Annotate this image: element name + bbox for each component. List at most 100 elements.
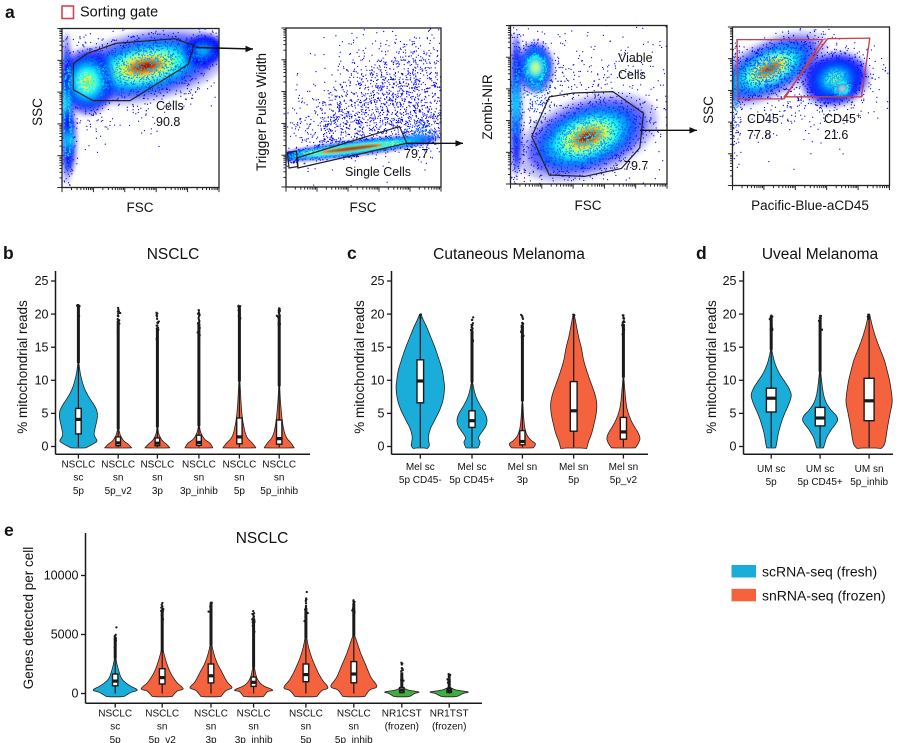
- svg-text:NSCLC: NSCLC: [61, 460, 95, 471]
- svg-text:Genes detected per cell: Genes detected per cell: [21, 547, 36, 690]
- svg-text:5: 5: [378, 407, 385, 421]
- svg-text:3p: 3p: [517, 475, 529, 486]
- svg-text:sn: sn: [206, 722, 217, 733]
- svg-text:Mel sn: Mel sn: [609, 462, 638, 473]
- svg-text:20: 20: [35, 307, 49, 321]
- svg-text:10: 10: [35, 374, 49, 388]
- svg-text:NSCLC: NSCLC: [262, 460, 296, 471]
- svg-text:NSCLC: NSCLC: [222, 460, 256, 471]
- svg-text:NSCLC: NSCLC: [237, 709, 271, 720]
- svg-text:Mel sn: Mel sn: [508, 462, 537, 473]
- svg-text:20: 20: [371, 307, 385, 321]
- svg-text:5: 5: [730, 407, 737, 421]
- svg-text:UM sc: UM sc: [806, 464, 834, 475]
- svg-text:Mel sc: Mel sc: [458, 462, 487, 473]
- svg-text:SSC: SSC: [701, 96, 716, 124]
- svg-text:5p: 5p: [110, 735, 122, 743]
- svg-text:Cells: Cells: [618, 68, 646, 82]
- svg-text:15: 15: [35, 340, 49, 354]
- svg-text:Mel sc: Mel sc: [406, 462, 435, 473]
- svg-text:5p_v2: 5p_v2: [610, 475, 638, 486]
- svg-text:5p: 5p: [73, 486, 85, 497]
- svg-text:d: d: [696, 243, 707, 263]
- svg-text:sn: sn: [274, 473, 285, 484]
- svg-text:sn: sn: [301, 722, 312, 733]
- svg-text:NSCLC: NSCLC: [140, 460, 174, 471]
- svg-text:NR1CST: NR1CST: [382, 709, 422, 720]
- svg-text:sn: sn: [194, 473, 205, 484]
- svg-text:FSC: FSC: [350, 200, 377, 215]
- svg-text:FSC: FSC: [575, 198, 602, 213]
- svg-text:Trigger Pulse Width: Trigger Pulse Width: [254, 53, 269, 171]
- svg-text:sn: sn: [234, 473, 245, 484]
- svg-text:sc: sc: [110, 722, 120, 733]
- svg-text:0: 0: [730, 440, 737, 454]
- svg-text:NSCLC: NSCLC: [289, 709, 323, 720]
- svg-text:Uveal Melanoma: Uveal Melanoma: [762, 246, 879, 263]
- svg-text:Cutaneous Melanoma: Cutaneous Melanoma: [433, 246, 585, 263]
- svg-text:25: 25: [371, 274, 385, 288]
- svg-text:79.7: 79.7: [624, 159, 648, 173]
- svg-text:snRNA-seq (frozen): snRNA-seq (frozen): [762, 587, 886, 603]
- svg-text:5p CD45+: 5p CD45+: [797, 477, 842, 488]
- svg-text:3p: 3p: [205, 735, 217, 743]
- svg-text:NSCLC: NSCLC: [145, 709, 179, 720]
- svg-text:0: 0: [72, 687, 79, 701]
- svg-text:% mitochondrial reads: % mitochondrial reads: [352, 300, 367, 434]
- svg-text:SSC: SSC: [30, 98, 45, 126]
- svg-text:(frozen): (frozen): [432, 722, 466, 733]
- svg-text:NR1TST: NR1TST: [430, 709, 469, 720]
- svg-text:79.7: 79.7: [404, 147, 428, 161]
- svg-text:e: e: [4, 520, 14, 540]
- svg-text:CD45+: CD45+: [824, 111, 861, 126]
- svg-text:5: 5: [42, 407, 49, 421]
- svg-text:3p_inhib: 3p_inhib: [235, 735, 273, 743]
- svg-text:5p CD45+: 5p CD45+: [449, 475, 494, 486]
- svg-text:5p_inhib: 5p_inhib: [335, 735, 373, 743]
- svg-text:UM sc: UM sc: [757, 464, 785, 475]
- svg-text:NSCLC: NSCLC: [337, 709, 371, 720]
- svg-text:NSCLC: NSCLC: [194, 709, 228, 720]
- svg-text:15: 15: [723, 340, 737, 354]
- svg-text:Sorting gate: Sorting gate: [80, 5, 158, 21]
- svg-text:5000: 5000: [51, 628, 79, 642]
- svg-text:(frozen): (frozen): [385, 722, 419, 733]
- svg-text:sn: sn: [248, 722, 259, 733]
- svg-text:Single Cells: Single Cells: [345, 165, 411, 179]
- svg-text:5p_inhib: 5p_inhib: [850, 477, 888, 488]
- svg-text:0: 0: [42, 440, 49, 454]
- svg-text:NSCLC: NSCLC: [236, 530, 289, 547]
- svg-text:0: 0: [378, 440, 385, 454]
- svg-text:5p: 5p: [234, 486, 246, 497]
- svg-text:3p_inhib: 3p_inhib: [180, 486, 218, 497]
- svg-text:Cells: Cells: [156, 99, 184, 113]
- svg-text:20: 20: [723, 307, 737, 321]
- svg-text:sn: sn: [113, 473, 124, 484]
- svg-text:UM sn: UM sn: [855, 464, 884, 475]
- svg-text:10: 10: [723, 374, 737, 388]
- svg-text:FSC: FSC: [127, 200, 154, 215]
- svg-text:sc: sc: [73, 473, 83, 484]
- svg-text:15: 15: [371, 340, 385, 354]
- svg-text:NSCLC: NSCLC: [101, 460, 135, 471]
- svg-text:10000: 10000: [44, 569, 79, 583]
- svg-text:NSCLC: NSCLC: [147, 246, 200, 263]
- svg-text:Zombi-NIR: Zombi-NIR: [480, 74, 495, 140]
- svg-text:5p: 5p: [766, 477, 778, 488]
- svg-text:NSCLC: NSCLC: [182, 460, 216, 471]
- svg-text:3p: 3p: [152, 486, 164, 497]
- svg-text:b: b: [3, 243, 14, 263]
- svg-text:c: c: [347, 243, 357, 263]
- svg-text:5p: 5p: [568, 475, 580, 486]
- svg-text:5p_v2: 5p_v2: [105, 486, 133, 497]
- svg-text:scRNA-seq (fresh): scRNA-seq (fresh): [762, 564, 877, 580]
- svg-text:10: 10: [371, 374, 385, 388]
- svg-text:sn: sn: [157, 722, 168, 733]
- svg-text:77.8: 77.8: [747, 128, 771, 142]
- svg-text:21.6: 21.6: [824, 128, 848, 142]
- svg-text:sn: sn: [349, 722, 360, 733]
- svg-text:Viable: Viable: [618, 51, 653, 65]
- svg-text:CD45-: CD45-: [747, 111, 782, 126]
- svg-text:5p CD45-: 5p CD45-: [399, 475, 442, 486]
- svg-text:90.8: 90.8: [156, 115, 180, 129]
